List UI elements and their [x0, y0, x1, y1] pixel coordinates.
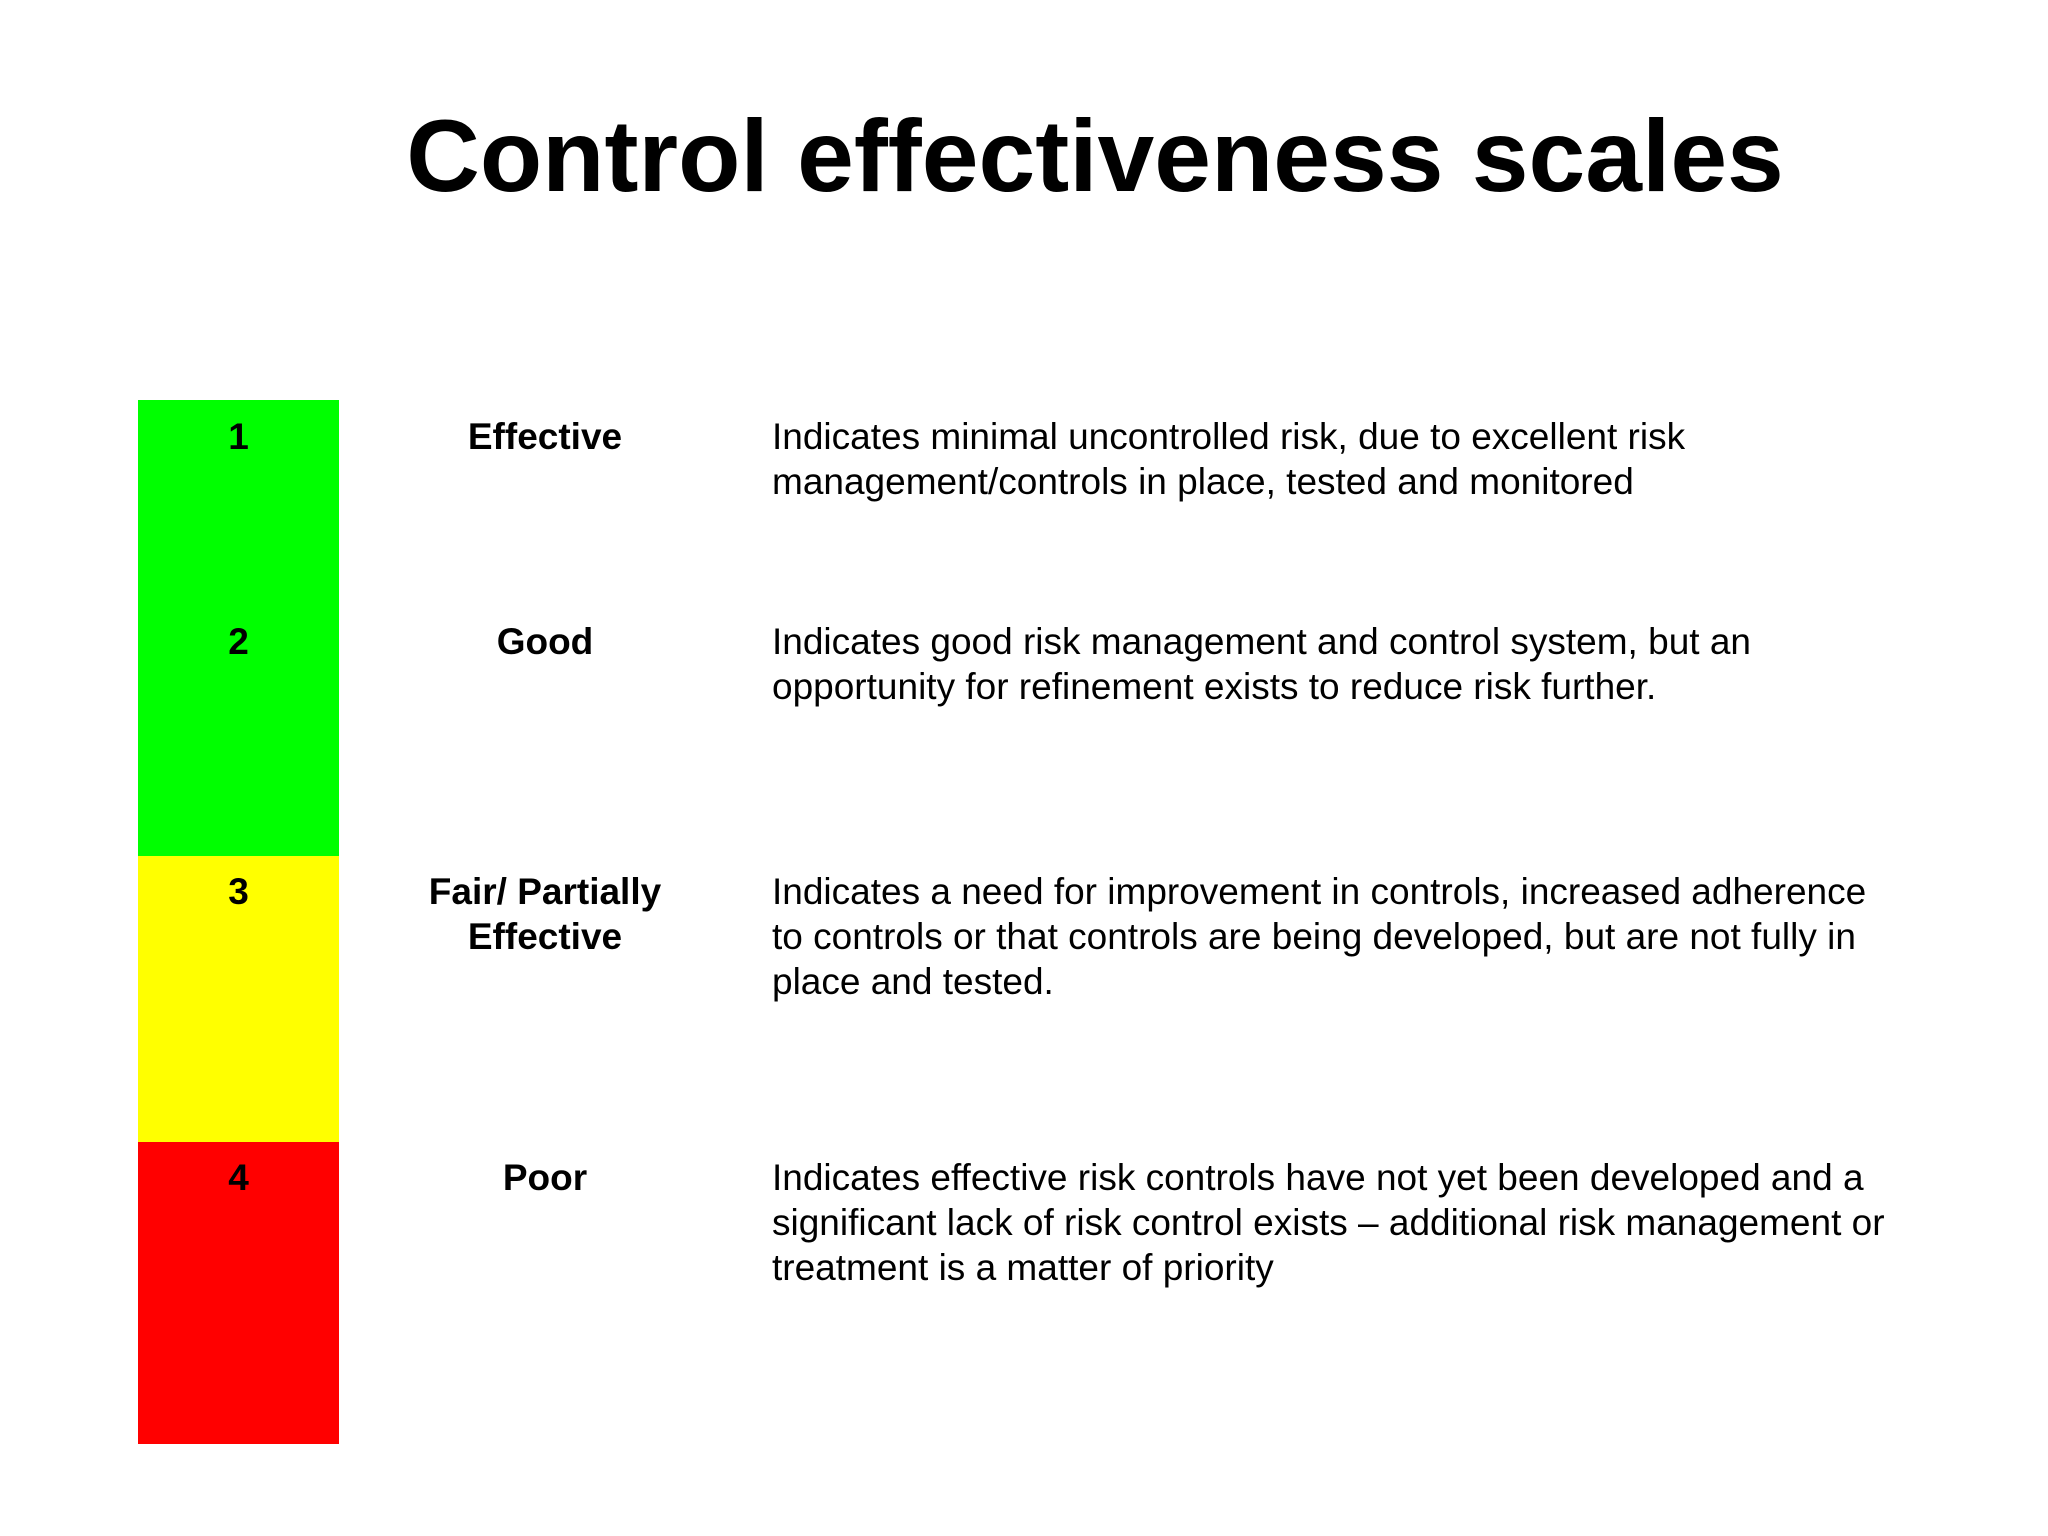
rating-label-fair-partially-effective: Fair/ Partially Effective — [380, 869, 710, 959]
green-scale-band — [138, 400, 339, 856]
description-line: management/controls in place, tested and… — [772, 461, 1634, 502]
red-scale-band — [138, 1142, 339, 1444]
description-line: to controls or that controls are being d… — [772, 916, 1856, 957]
description-effective: Indicates minimal uncontrolled risk, due… — [772, 414, 2012, 504]
rating-line: Effective — [467, 916, 623, 957]
description-line: treatment is a matter of priority — [772, 1247, 1274, 1288]
scale-number-3: 3 — [228, 871, 249, 912]
description-line: opportunity for refinement exists to red… — [772, 666, 1657, 707]
description-line: place and tested. — [772, 961, 1054, 1002]
scale-number-2: 2 — [228, 621, 249, 662]
yellow-scale-band — [138, 856, 339, 1142]
description-line: Indicates effective risk controls have n… — [772, 1157, 1864, 1198]
rating-label-effective: Effective — [467, 416, 623, 457]
description-fair-partially-effective: Indicates a need for improvement in cont… — [772, 869, 2012, 1004]
scale-number-1: 1 — [228, 416, 249, 457]
slide-title: Control effectiveness scales — [406, 99, 1784, 213]
rating-label-good: Good — [496, 621, 594, 662]
description-line: Indicates minimal uncontrolled risk, due… — [772, 416, 1686, 457]
description-good: Indicates good risk management and contr… — [772, 619, 2012, 709]
description-poor: Indicates effective risk controls have n… — [772, 1155, 2012, 1290]
scale-number-4: 4 — [228, 1157, 249, 1198]
rating-line: Fair/ Partially — [428, 871, 662, 912]
description-line: significant lack of risk control exists … — [772, 1202, 1885, 1243]
description-line: Indicates good risk management and contr… — [772, 621, 1751, 662]
rating-label-poor: Poor — [502, 1157, 588, 1198]
description-line: Indicates a need for improvement in cont… — [772, 871, 1867, 912]
